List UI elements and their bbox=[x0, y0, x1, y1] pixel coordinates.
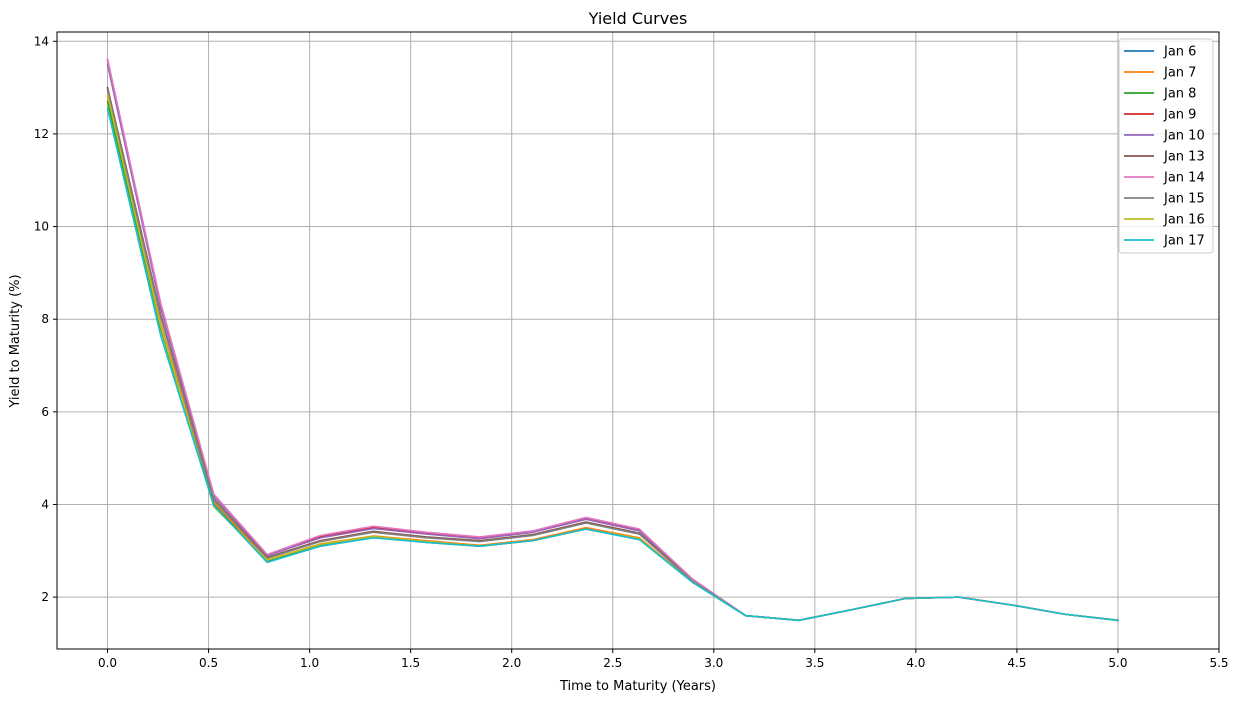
y-tick-label: 2 bbox=[41, 590, 49, 604]
x-tick-label: 3.5 bbox=[805, 656, 824, 670]
series-layer bbox=[106, 58, 1119, 622]
legend: Jan 6 Jan 7 Jan 8 Jan 9 Jan 10 Jan 13 Jan 14 Ja… bbox=[1118, 38, 1214, 254]
x-tick-label: 1.5 bbox=[401, 656, 420, 670]
x-tick-label: 2.5 bbox=[603, 656, 622, 670]
series-line-jan-17 bbox=[106, 107, 1119, 622]
plot-frame bbox=[56, 31, 1220, 650]
legend-label: Jan 13 bbox=[1163, 150, 1205, 165]
legend-label: Jan 16 bbox=[1163, 213, 1205, 228]
legend-label: Jan 17 bbox=[1163, 234, 1205, 249]
y-tick-label: 4 bbox=[41, 497, 49, 511]
x-tick-label: 4.5 bbox=[1007, 656, 1026, 670]
x-axis-ticks: 0.0 0.5 1.0 1.5 2.0 2.5 3.0 3.5 4.0 4.5 5.0 5.5 bbox=[98, 649, 1229, 670]
y-tick-label: 6 bbox=[41, 405, 49, 419]
legend-items: Jan 6 Jan 7 Jan 8 Jan 9 Jan 10 Jan 13 Jan 14 Ja… bbox=[1124, 45, 1205, 249]
y-axis-label: Yield to Maturity (%) bbox=[8, 274, 23, 408]
y-tick-label: 8 bbox=[41, 312, 49, 326]
legend-label: Jan 9 bbox=[1163, 108, 1196, 123]
y-tick-label: 12 bbox=[34, 127, 49, 141]
x-tick-label: 5.5 bbox=[1209, 656, 1228, 670]
x-tick-label: 0.5 bbox=[199, 656, 218, 670]
chart-title: Yield Curves bbox=[588, 9, 688, 28]
x-tick-label: 5.0 bbox=[1108, 656, 1127, 670]
y-tick-label: 10 bbox=[34, 220, 49, 234]
legend-label: Jan 15 bbox=[1163, 192, 1205, 207]
x-axis-label: Time to Maturity (Years) bbox=[559, 679, 716, 694]
x-tick-label: 0.0 bbox=[98, 656, 117, 670]
y-tick-label: 14 bbox=[34, 34, 49, 48]
legend-label: Jan 14 bbox=[1163, 171, 1205, 186]
y-axis-ticks: 2 4 6 8 10 12 14 bbox=[34, 34, 57, 604]
legend-label: Jan 7 bbox=[1163, 66, 1196, 81]
legend-label: Jan 8 bbox=[1163, 87, 1196, 102]
legend-label: Jan 6 bbox=[1163, 45, 1196, 60]
legend-label: Jan 10 bbox=[1163, 129, 1205, 144]
x-tick-label: 1.0 bbox=[300, 656, 319, 670]
x-tick-label: 3.0 bbox=[704, 656, 723, 670]
x-tick-label: 2.0 bbox=[502, 656, 521, 670]
grid-layer bbox=[57, 32, 1220, 649]
x-tick-label: 4.0 bbox=[906, 656, 925, 670]
